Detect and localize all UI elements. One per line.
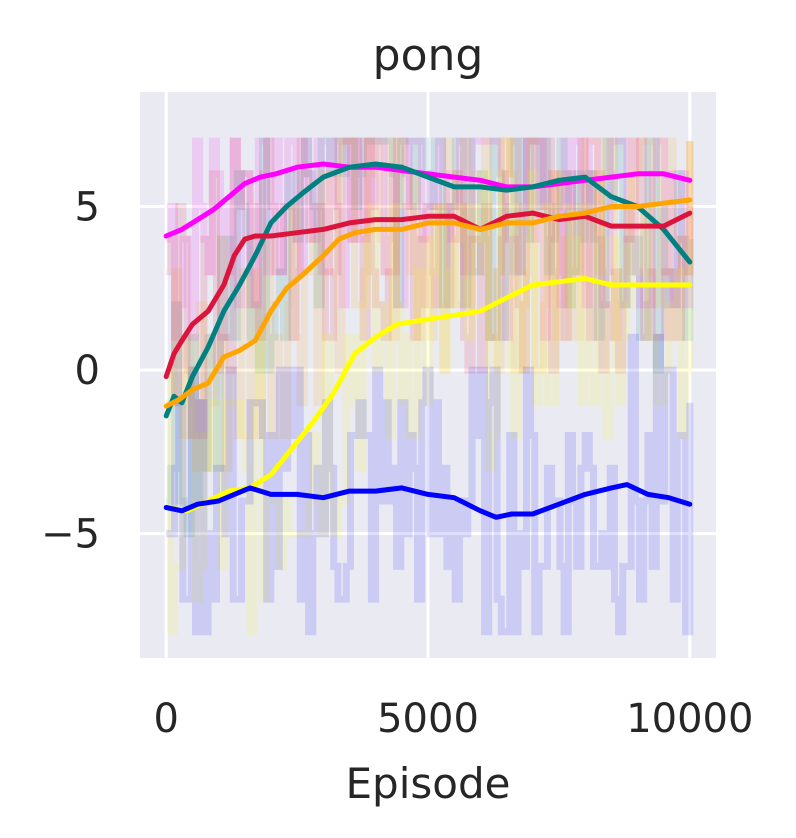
series-line <box>163 197 693 409</box>
series-line <box>163 210 693 380</box>
series-line <box>163 482 693 520</box>
x-tick-label: 5000 <box>377 696 479 742</box>
x-tick-labels: 0 5000 10000 <box>153 696 753 742</box>
x-tick-label: 10000 <box>626 696 753 742</box>
raw-noise-line <box>166 137 694 636</box>
y-tick-labels: 5 0 −5 <box>41 185 100 558</box>
y-tick-label: 5 <box>75 185 100 231</box>
grid <box>140 92 716 658</box>
y-tick-label: −5 <box>41 512 100 558</box>
x-axis-label: Episode <box>346 759 511 808</box>
raw-noise-line <box>166 333 694 636</box>
raw-noise-line <box>166 137 694 341</box>
y-tick-label: 0 <box>75 348 100 394</box>
raw-episode-noise <box>166 137 694 636</box>
raw-noise-line <box>166 137 694 472</box>
series-line <box>163 161 693 419</box>
chart-title: pong <box>373 30 484 81</box>
series-lines <box>163 161 693 520</box>
x-tick-label: 0 <box>153 696 178 742</box>
raw-noise-line <box>166 137 694 439</box>
